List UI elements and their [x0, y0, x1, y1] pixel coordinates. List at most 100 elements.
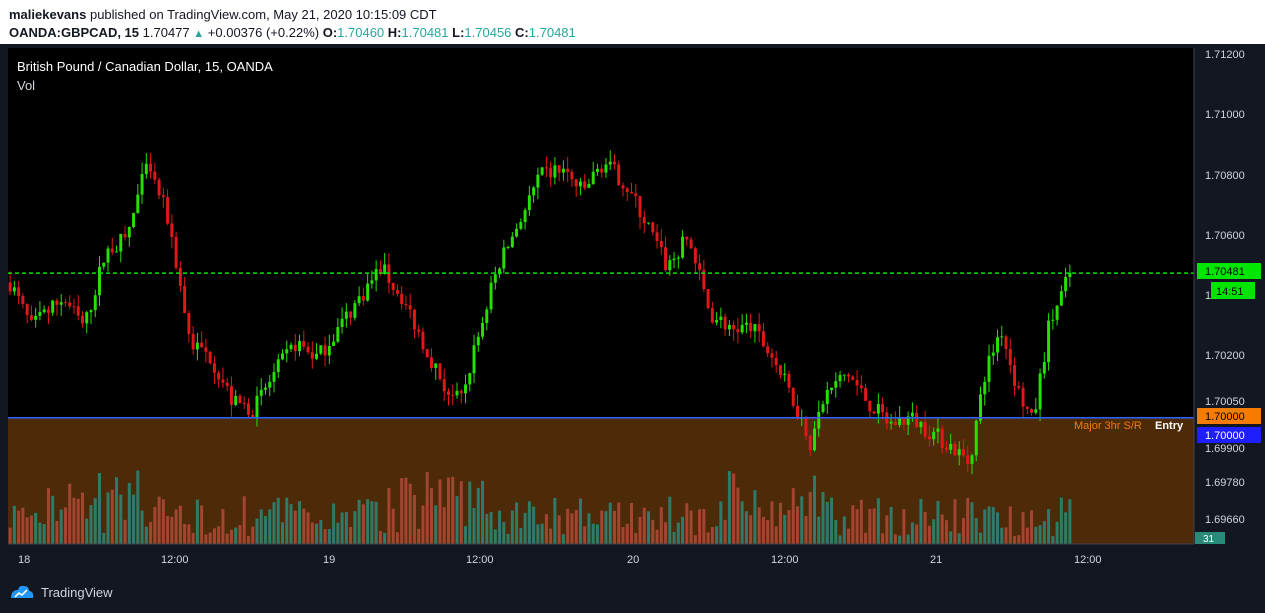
candle-body [847, 374, 851, 377]
candle-body [98, 266, 101, 296]
chart-area[interactable]: British Pound / Canadian Dollar, 15, OAN… [0, 44, 1265, 572]
candle-body [217, 372, 221, 380]
low-value: 1.70456 [464, 25, 512, 40]
candle-body [557, 165, 561, 173]
volume-bar [370, 501, 374, 544]
volume-bar [421, 505, 425, 544]
volume-bar [906, 534, 910, 544]
candle-body [719, 316, 723, 321]
volume-bar [659, 507, 663, 544]
candle-body [983, 381, 987, 395]
candle-body [340, 318, 344, 328]
candle-body [115, 251, 119, 253]
candle-body [927, 436, 931, 440]
volume-badge [1195, 532, 1225, 544]
volume-bar [293, 510, 297, 544]
volume-bar [1038, 525, 1042, 544]
volume-bar [42, 524, 46, 544]
volume-bar [46, 488, 50, 544]
volume-bar [685, 503, 689, 544]
price-chart[interactable]: British Pound / Canadian Dollar, 15, OAN… [0, 44, 1265, 572]
candle-body [29, 315, 33, 320]
volume-bar [157, 496, 161, 544]
volume-bar [974, 518, 978, 544]
volume-bar [34, 512, 38, 544]
volume-bar [847, 528, 851, 544]
candle-body [591, 171, 595, 184]
volume-bar [527, 501, 531, 544]
volume-bar [1017, 535, 1021, 544]
candle-body [468, 373, 472, 385]
candle-body [523, 210, 527, 223]
time-tick: 12:00 [161, 554, 189, 566]
volume-bar [893, 534, 897, 544]
volume-bar [72, 497, 76, 544]
volume-bar [59, 509, 63, 544]
volume-bar [153, 506, 157, 544]
open-value: 1.70460 [337, 25, 385, 40]
volume-bar [706, 532, 710, 544]
candle-body [595, 168, 599, 172]
volume-bar [808, 491, 812, 544]
volume-bar [778, 502, 782, 544]
volume-bar [400, 478, 404, 544]
candle-body [889, 421, 893, 424]
volume-bar [574, 509, 578, 544]
candle-body [830, 387, 834, 390]
volume-bar [361, 504, 365, 544]
volume-bar [817, 516, 821, 544]
candle-body [808, 436, 812, 451]
volume-bar [740, 501, 744, 544]
volume-bar [259, 509, 263, 544]
close-label: C: [515, 25, 529, 40]
candle-body [774, 357, 778, 366]
candle-body [791, 387, 795, 406]
author-name[interactable]: maliekevans [9, 7, 87, 22]
candle-body [93, 295, 97, 311]
tradingview-logo[interactable]: TradingView [9, 584, 113, 600]
candle-body [285, 349, 289, 354]
candle-body [315, 353, 319, 359]
last-price-badge-text: 1.70481 [1205, 266, 1245, 278]
candle-body [898, 417, 902, 426]
volume-bar [76, 498, 80, 544]
candle-body [34, 315, 38, 320]
volume-bar [68, 483, 72, 544]
volume-bar [115, 477, 119, 544]
candle-body [276, 359, 280, 373]
candle-body [953, 443, 957, 456]
volume-bar [166, 516, 170, 544]
candle-body [561, 168, 565, 173]
volume-bar [761, 516, 765, 544]
volume-bar [98, 473, 101, 544]
candle-body [936, 428, 940, 432]
volume-bar [204, 534, 208, 544]
candle-body [412, 309, 416, 330]
candle-body [1064, 277, 1068, 292]
volume-bar [621, 527, 625, 544]
volume-bar [604, 511, 608, 544]
time-tick: 19 [323, 554, 335, 566]
candle-body [1004, 336, 1008, 349]
volume-bar [932, 519, 936, 544]
volume-bar [246, 535, 250, 544]
volume-bar [102, 532, 106, 544]
candle-body [357, 296, 361, 304]
volume-bar [966, 497, 970, 544]
volume-bar [140, 510, 144, 544]
volume-bar [366, 499, 370, 544]
candle-body [110, 248, 114, 253]
candle-body [242, 402, 246, 404]
candle-body [979, 394, 982, 421]
price-tick: 1.70600 [1205, 230, 1245, 242]
volume-bar [898, 535, 902, 544]
volume-bar [251, 526, 255, 544]
candle-body [795, 405, 799, 419]
volume-bar [306, 512, 310, 544]
candle-body [655, 232, 659, 242]
candle-body [408, 305, 412, 310]
candle-body [302, 341, 306, 347]
time-axis[interactable] [0, 544, 1265, 572]
candle-body [630, 191, 633, 194]
candle-body [668, 260, 672, 271]
